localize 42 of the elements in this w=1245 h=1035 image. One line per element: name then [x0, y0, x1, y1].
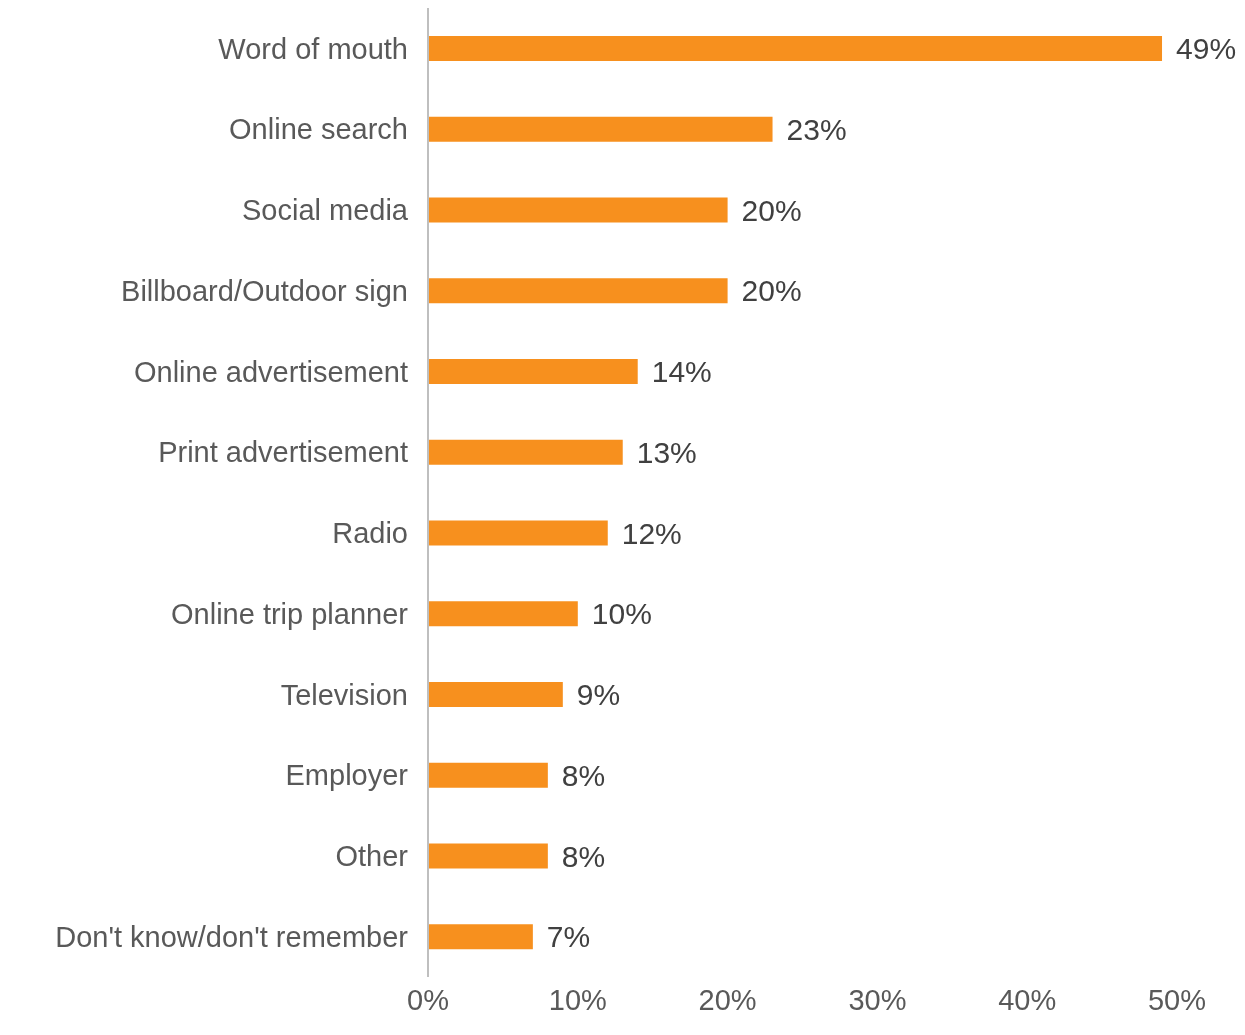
data-label: 9%: [576, 678, 621, 712]
y-tick-label: Social media: [241, 194, 409, 227]
y-tick-label: Billboard/Outdoor sign: [121, 274, 408, 307]
bar: [428, 278, 728, 304]
bar: [428, 359, 638, 384]
data-label: 12%: [621, 516, 682, 550]
y-tick-label: Don't know/don't remember: [55, 920, 409, 953]
y-tick-label: Print advertisement: [158, 436, 408, 469]
y-tick-label: Online trip planner: [171, 597, 409, 630]
data-label: 20%: [741, 274, 802, 308]
data-label: 23%: [786, 112, 847, 146]
x-tick-label: 30%: [848, 983, 907, 1016]
y-tick-label: Radio: [332, 517, 408, 550]
bar: [428, 843, 548, 869]
x-tick-label: 20%: [698, 983, 757, 1016]
x-tick-label: 0%: [407, 983, 449, 1016]
bar: [428, 439, 623, 465]
y-tick-label: Online search: [229, 113, 408, 146]
y-tick-label: Other: [335, 840, 409, 873]
bar: [428, 36, 1163, 61]
data-label: 7%: [546, 920, 591, 954]
data-label: 10%: [591, 597, 652, 631]
y-tick-label: Television: [280, 678, 408, 711]
x-tick-label: 40%: [998, 983, 1057, 1016]
bar: [428, 682, 563, 707]
data-label: 14%: [651, 355, 712, 389]
x-tick-label: 10%: [548, 983, 607, 1016]
data-label: 8%: [561, 839, 606, 873]
bar: [428, 116, 773, 142]
x-tick-label: 50%: [1147, 983, 1207, 1016]
bar: [428, 520, 608, 546]
y-tick-label: Online advertisement: [133, 355, 408, 388]
y-tick-label: Employer: [285, 759, 409, 792]
bar: [428, 197, 728, 223]
data-label: 49%: [1176, 32, 1237, 66]
data-label: 8%: [561, 758, 606, 792]
data-label: 20%: [741, 193, 802, 227]
bar: [428, 924, 533, 950]
data-label: 13%: [636, 435, 697, 469]
bar: [428, 762, 548, 788]
y-tick-label: Word of mouth: [218, 32, 408, 65]
bar: [428, 601, 578, 627]
